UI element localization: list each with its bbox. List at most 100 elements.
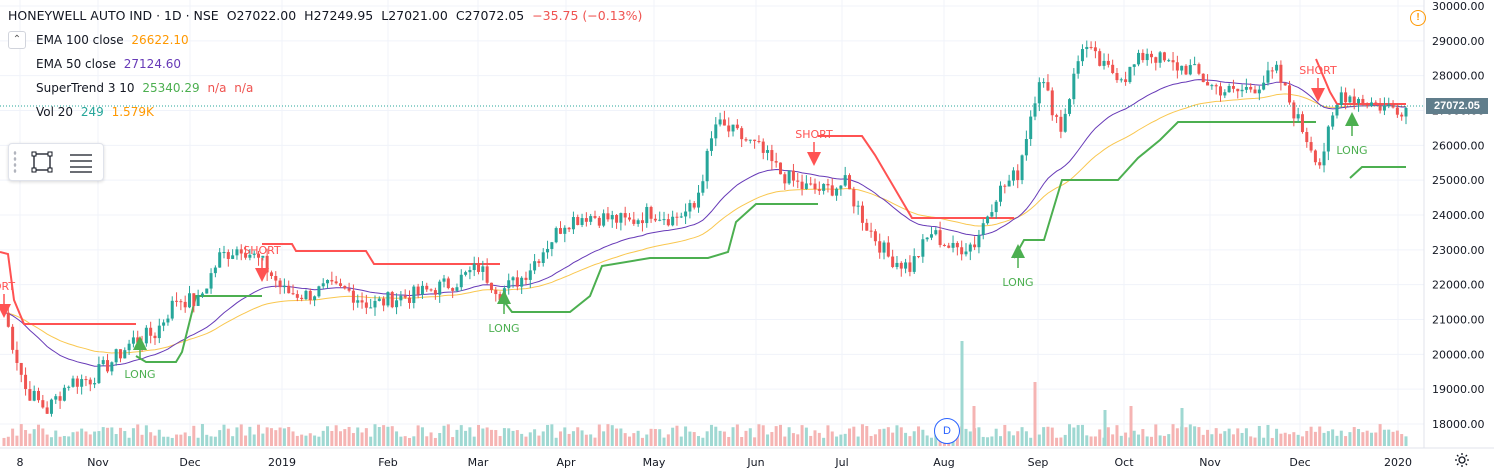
volume-bar [675,425,679,446]
candle [671,210,675,227]
volume-bar [1033,382,1037,446]
volume-bar [58,436,62,446]
volume-bar [843,433,847,446]
candle [127,339,131,355]
ema50-line [3,79,1406,367]
candle [1313,149,1317,166]
volume-bar [852,426,856,446]
volume-bar [1348,432,1352,446]
volume-bar [382,425,386,446]
volume-bar [740,437,744,446]
volume-bar [282,428,286,446]
candle [856,200,860,215]
candle [200,291,204,298]
volume-bar [464,430,468,446]
volume-bar [977,427,981,446]
indicator-ema100[interactable]: EMA 100 close 26622.10 [36,33,193,47]
candle [619,212,623,231]
volume-bar [731,427,735,446]
volume-bar [1106,427,1110,446]
price-tick-label: 28000.00 [1432,70,1485,83]
candle [338,278,342,289]
candle [1335,104,1339,119]
volume-bar [968,431,972,446]
info-icon[interactable]: ! [1410,10,1426,26]
candle [960,240,964,261]
candle [1033,96,1037,121]
candle [1331,112,1335,130]
drawing-toolbox[interactable] [8,143,104,181]
volume-bar [1223,431,1227,446]
candle [705,148,709,189]
candle [692,201,696,210]
volume-bar [28,433,32,446]
candle [835,187,839,201]
volume-bar [1024,431,1028,446]
volume-bar [856,436,860,446]
candle [921,234,925,263]
volume-bar [395,431,399,446]
candle [1029,110,1033,146]
collapse-legend-button[interactable]: ⌃ [8,31,26,49]
volume-bar [917,426,921,446]
volume-bar [761,425,765,446]
candle [429,288,433,292]
volume-bar [416,425,420,446]
candle [360,292,364,309]
candle [602,209,606,228]
volume-bar [895,425,899,446]
symbol-title[interactable]: HONEYWELL AUTO IND · 1D · NSE [8,8,219,23]
candle [209,268,213,294]
volume-bar [442,425,446,446]
indicator-ema50[interactable]: EMA 50 close 27124.60 [36,57,185,71]
volume-bar [873,434,877,446]
volume-bar [1279,433,1283,446]
volume-bar [865,426,869,446]
candle [1288,80,1292,105]
indicator-supertrend[interactable]: SuperTrend 3 10 25340.29 n/a n/a [36,81,257,95]
candle [515,270,519,291]
time-tick-label: Feb [378,456,397,469]
volume-bar [791,433,795,446]
volume-bar [1219,433,1223,446]
indicator-volume[interactable]: Vol 20 249 1.579K [36,105,158,119]
volume-bar [1210,434,1214,446]
candle [1300,111,1304,134]
volume-bar [187,436,191,446]
volume-bar [330,430,334,446]
dividend-event-badge[interactable]: D [934,418,960,444]
candle [1171,52,1175,71]
candle [377,296,381,302]
settings-lines-icon[interactable] [65,148,95,176]
candle [347,282,351,293]
volume-bar [804,427,808,446]
candle [1098,48,1102,67]
time-axis: 8 Nov Dec 2019 Feb Mar Apr May Jun Jul Aug Sep Oct No… [17,456,1413,469]
candle [740,126,744,148]
volume-bar [1296,434,1300,446]
volume-bar [554,437,558,446]
candle [481,260,485,281]
gear-icon[interactable] [1454,452,1470,468]
candle [239,244,243,261]
volume-bar [1141,429,1145,446]
candle [317,285,321,298]
volume-bar [261,433,265,446]
volume-bar [697,436,701,446]
volume-bar [994,428,998,446]
candle [274,271,278,288]
candle [287,280,291,294]
candle [580,213,584,228]
indicator-name: EMA 100 close [36,33,124,47]
volume-bar [766,434,770,446]
rectangle-tool-icon[interactable] [27,148,57,176]
indicator-name: SuperTrend 3 10 [36,81,135,95]
drag-handle-icon[interactable] [13,150,17,174]
candle [563,225,567,243]
volume-bar [809,435,813,446]
candle [986,215,990,225]
candle [356,294,360,308]
candle [830,178,834,197]
candle [1270,67,1274,79]
